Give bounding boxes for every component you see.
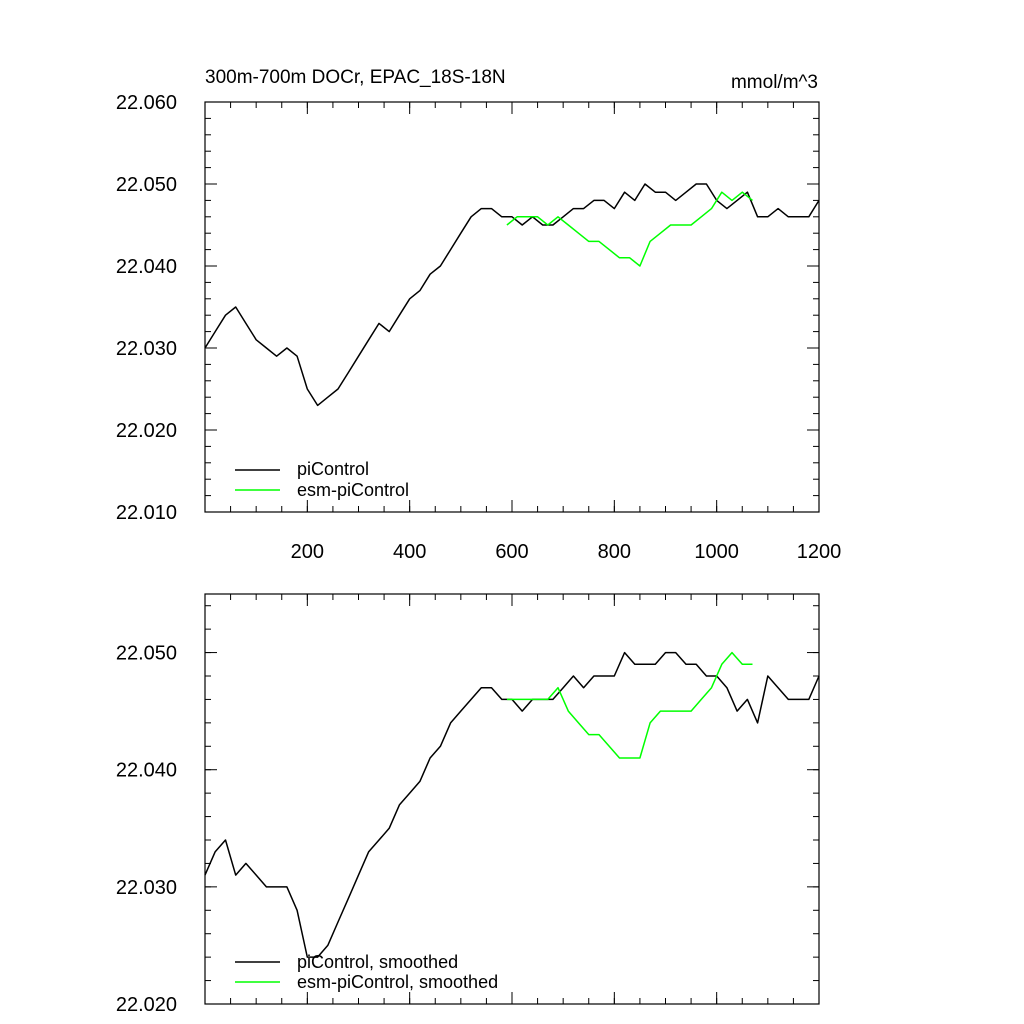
- top-panel: 300m-700m DOCr, EPAC_18S-18N mmol/m^3 22…: [116, 67, 841, 563]
- top-ytick-label: 22.060: [116, 92, 177, 114]
- top-xtick-label: 400: [393, 541, 426, 563]
- top-ytick-label: 22.020: [116, 420, 177, 442]
- bottom-legend-label-picontrol: piControl, smoothed: [297, 952, 458, 972]
- top-legend: piControl esm-piControl: [235, 459, 409, 500]
- bottom-series-group: [204, 651, 820, 958]
- top-legend-label-esm-picontrol: esm-piControl: [297, 480, 409, 500]
- top-axis-ticks: 22.010 22.020 22.030 22.040 22.050 22.060 200 4…: [116, 92, 841, 563]
- bottom-ytick-label: 22.050: [116, 643, 177, 665]
- top-series-group: [204, 183, 820, 407]
- top-chart-title: 300m-700m DOCr, EPAC_18S-18N: [205, 67, 506, 88]
- top-xtick-label: 800: [598, 541, 631, 563]
- bottom-series-line-0: [204, 651, 820, 958]
- top-chart-units: mmol/m^3: [731, 72, 818, 93]
- top-ytick-label: 22.010: [116, 502, 177, 524]
- top-ytick-label: 22.050: [116, 174, 177, 196]
- top-xtick-label: 600: [495, 541, 528, 563]
- top-plot-frame: [204, 101, 820, 513]
- top-ytick-label: 22.030: [116, 338, 177, 360]
- bottom-axis-ticks: 22.020 22.030 22.040 22.050: [116, 594, 820, 1016]
- bottom-panel: 22.020 22.030 22.040 22.050 piControl, smoo…: [116, 593, 820, 1016]
- top-xtick-label: 1200: [797, 541, 842, 563]
- bottom-ytick-label: 22.020: [116, 994, 177, 1016]
- bottom-legend: piControl, smoothed esm-piControl, smoot…: [235, 952, 498, 992]
- bottom-series-line-1: [506, 651, 753, 759]
- bottom-plot-frame: [204, 593, 820, 1005]
- bottom-ytick-label: 22.030: [116, 877, 177, 899]
- top-series-line-0: [204, 183, 820, 407]
- bottom-ytick-label: 22.040: [116, 760, 177, 782]
- top-xtick-label: 1000: [694, 541, 739, 563]
- top-xtick-label: 200: [291, 541, 324, 563]
- bottom-legend-label-esm-picontrol: esm-piControl, smoothed: [297, 972, 498, 992]
- top-series-line-1: [506, 191, 753, 267]
- top-ytick-label: 22.040: [116, 256, 177, 278]
- top-legend-label-picontrol: piControl: [297, 459, 369, 479]
